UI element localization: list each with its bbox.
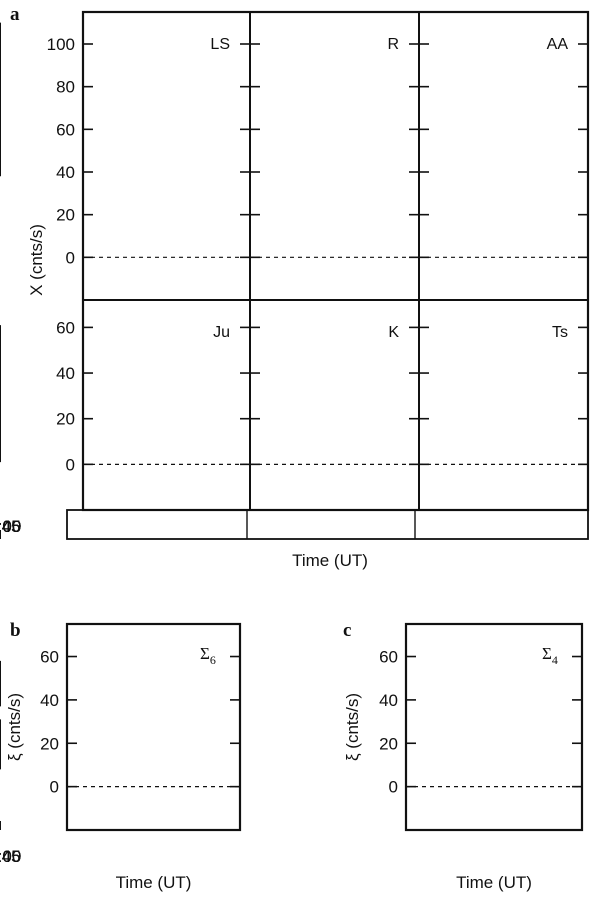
panel-c-xtick-label: 11:45 — [0, 847, 21, 866]
panel-ls-ytick-label: 80 — [56, 78, 75, 97]
panel-b-xlabel: Time (UT) — [116, 873, 192, 892]
panel-ju-ytick-label: 0 — [66, 455, 75, 474]
panel-b-ytick-label: 60 — [40, 648, 59, 667]
panel-ju-ytick-label: 60 — [56, 318, 75, 337]
panel-a-xlabel: Time (UT) — [292, 551, 368, 570]
panel-a-ylabel: X (cnts/s) — [27, 224, 46, 296]
panel-c-ylabel: ξ (cnts/s) — [343, 693, 362, 761]
panel-aa-label: AA — [547, 36, 569, 53]
panel-ju-ytick-label: 20 — [56, 410, 75, 429]
panel-ls-ytick-label: 40 — [56, 163, 75, 182]
panel-ls-ytick-label: 20 — [56, 206, 75, 225]
panel-a-frame — [81, 10, 590, 512]
panel-a-col2-xtick-label: 12:00 — [0, 517, 21, 536]
panel-ju-label: Ju — [213, 324, 230, 341]
panel-ls-label: LS — [210, 36, 230, 53]
panel-ju-ytick-label: 40 — [56, 364, 75, 383]
panel-c-xtick-label: 12:00 — [0, 847, 21, 866]
panel-ls-ytick-label: 60 — [56, 120, 75, 139]
panel-c-ytick-label: 20 — [379, 734, 398, 753]
panel-c-sigma-subscript: 4 — [552, 653, 558, 667]
panel-b-xtick-label: 11:45 — [0, 847, 21, 866]
panel-c-frame — [404, 622, 584, 832]
panel-c-ytick-label: 60 — [379, 648, 398, 667]
panel-a-col3-xtick-label: 11:45 — [0, 517, 21, 536]
panel-c-ytick-label: 40 — [379, 691, 398, 710]
panel-a-col3-xtick-label: 12:00 — [0, 517, 21, 536]
panel-c-xlabel: Time (UT) — [456, 873, 532, 892]
panel-a-col2-xtick-label: 11:45 — [0, 517, 21, 536]
panel-ls-ytick-label: 100 — [47, 35, 75, 54]
panel-b-ytick-label: 40 — [40, 691, 59, 710]
panel-c-ytick-label: 0 — [389, 778, 398, 797]
panel-k-label: K — [388, 324, 399, 341]
panel-r-label: R — [387, 36, 399, 53]
panel-letter-b: b — [10, 620, 21, 641]
panel-b-xtick-label: 12:00 — [0, 847, 21, 866]
panel-a-time-strip — [66, 509, 589, 540]
panel-b-ytick-label: 0 — [50, 778, 59, 797]
panel-c-sigma-label: Σ4 — [542, 644, 558, 667]
panel-a-col1-xtick-label: 11:45 — [0, 517, 21, 536]
panel-letter-c: c — [343, 620, 351, 641]
panel-b-sigma-subscript: 6 — [210, 653, 216, 667]
panel-b-ytick-label: 20 — [40, 734, 59, 753]
panel-b-frame — [65, 622, 242, 832]
panel-ts-label: Ts — [552, 324, 568, 341]
panel-letter-a: a — [10, 4, 20, 25]
panel-a-col1-xtick-label: 12:00 — [0, 517, 21, 536]
panel-ls-ytick-label: 0 — [66, 248, 75, 267]
panel-b-ylabel: ξ (cnts/s) — [5, 693, 24, 761]
panel-b-sigma-label: Σ6 — [200, 644, 216, 667]
